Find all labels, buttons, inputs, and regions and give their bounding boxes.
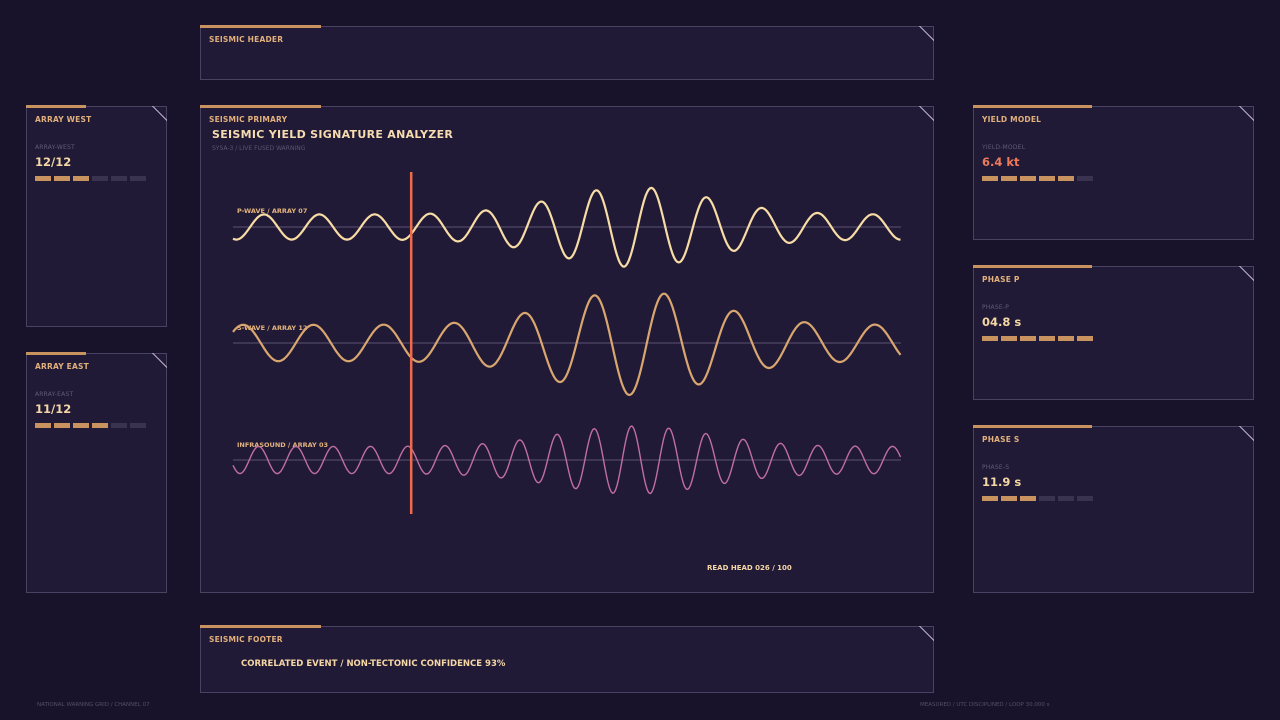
yield-model-label: YIELD-MODEL — [982, 144, 1026, 151]
level-segment — [982, 176, 998, 181]
array-west-value: 12/12 — [35, 155, 72, 169]
footer-panel-title: SEISMIC FOOTER — [209, 635, 283, 644]
level-segment — [1077, 336, 1093, 341]
read-head-readout: READ HEAD 026 / 100 — [707, 564, 792, 572]
phase-p-value: 04.8 s — [982, 315, 1022, 329]
level-segment — [1058, 176, 1074, 181]
level-segment — [1039, 176, 1055, 181]
waveform-trace — [232, 425, 902, 495]
waveform-trace — [232, 292, 902, 396]
seismic-footer-panel: SEISMIC FOOTER CORRELATED EVENT / NON-TE… — [200, 625, 934, 693]
primary-panel-title: SEISMIC PRIMARY — [209, 115, 288, 124]
level-segment — [1077, 176, 1093, 181]
array-east-panel: ARRAY EAST ARRAY-EAST 11/12 — [26, 352, 167, 593]
array-west-title: ARRAY WEST — [35, 115, 92, 124]
level-segment — [1001, 336, 1017, 341]
level-segment — [1077, 496, 1093, 501]
analyzer-title: SEISMIC YIELD SIGNATURE ANALYZER — [212, 128, 454, 141]
level-segment — [982, 336, 998, 341]
level-segment — [982, 496, 998, 501]
level-segment — [35, 176, 51, 181]
correlated-event-message: CORRELATED EVENT / NON-TECTONIC CONFIDEN… — [241, 659, 506, 669]
yield-model-value: 6.4 kt — [982, 155, 1020, 169]
array-west-label: ARRAY-WEST — [35, 144, 75, 151]
level-segment — [1020, 496, 1036, 501]
bottom-left-note: NATIONAL WARNING GRID / CHANNEL 07 — [37, 702, 150, 708]
level-segment — [92, 423, 108, 428]
level-segment — [1039, 336, 1055, 341]
level-segment — [1058, 336, 1074, 341]
phase-p-panel: PHASE P PHASE-P 04.8 s — [973, 265, 1254, 400]
level-segment — [1020, 336, 1036, 341]
phase-s-value: 11.9 s — [982, 475, 1022, 489]
header-panel-title: SEISMIC HEADER — [209, 35, 284, 44]
level-segment — [35, 423, 51, 428]
phase-p-title: PHASE P — [982, 275, 1020, 284]
waveform-trace — [232, 186, 901, 268]
array-west-level-bar — [35, 176, 146, 181]
level-segment — [54, 423, 70, 428]
level-segment — [92, 176, 108, 181]
level-segment — [73, 423, 89, 428]
array-east-label: ARRAY-EAST — [35, 391, 74, 398]
yield-model-title: YIELD MODEL — [982, 115, 1042, 124]
seismic-primary-panel: SEISMIC PRIMARY SEISMIC YIELD SIGNATURE … — [200, 105, 934, 593]
phase-s-title: PHASE S — [982, 435, 1020, 444]
array-east-value: 11/12 — [35, 402, 72, 416]
phase-p-label: PHASE-P — [982, 304, 1010, 311]
level-segment — [54, 176, 70, 181]
phase-s-level-bar — [982, 496, 1093, 501]
s-wave-label: S-WAVE / ARRAY 12 — [237, 324, 308, 332]
level-segment — [1001, 176, 1017, 181]
p-wave-label: P-WAVE / ARRAY 07 — [237, 207, 308, 215]
level-segment — [111, 423, 127, 428]
level-segment — [1058, 496, 1074, 501]
yield-model-level-bar — [982, 176, 1093, 181]
level-segment — [111, 176, 127, 181]
phase-p-level-bar — [982, 336, 1093, 341]
level-segment — [1020, 176, 1036, 181]
array-west-panel: ARRAY WEST ARRAY-WEST 12/12 — [26, 105, 167, 327]
level-segment — [130, 176, 146, 181]
level-segment — [1001, 496, 1017, 501]
analyzer-subtitle: SYSA-3 / LIVE FUSED WARNING — [212, 145, 306, 152]
level-segment — [1039, 496, 1055, 501]
level-segment — [73, 176, 89, 181]
phase-s-label: PHASE-S — [982, 464, 1010, 471]
infrasound-label: INFRASOUND / ARRAY 03 — [237, 441, 329, 449]
phase-s-panel: PHASE S PHASE-S 11.9 s — [973, 425, 1254, 593]
bottom-right-note: MEASURED / UTC DISCIPLINED / LOOP 30.000… — [920, 702, 1050, 708]
header-panel: SEISMIC HEADER — [200, 25, 934, 80]
array-east-title: ARRAY EAST — [35, 362, 89, 371]
array-east-level-bar — [35, 423, 146, 428]
yield-model-panel: YIELD MODEL YIELD-MODEL 6.4 kt — [973, 105, 1254, 240]
level-segment — [130, 423, 146, 428]
